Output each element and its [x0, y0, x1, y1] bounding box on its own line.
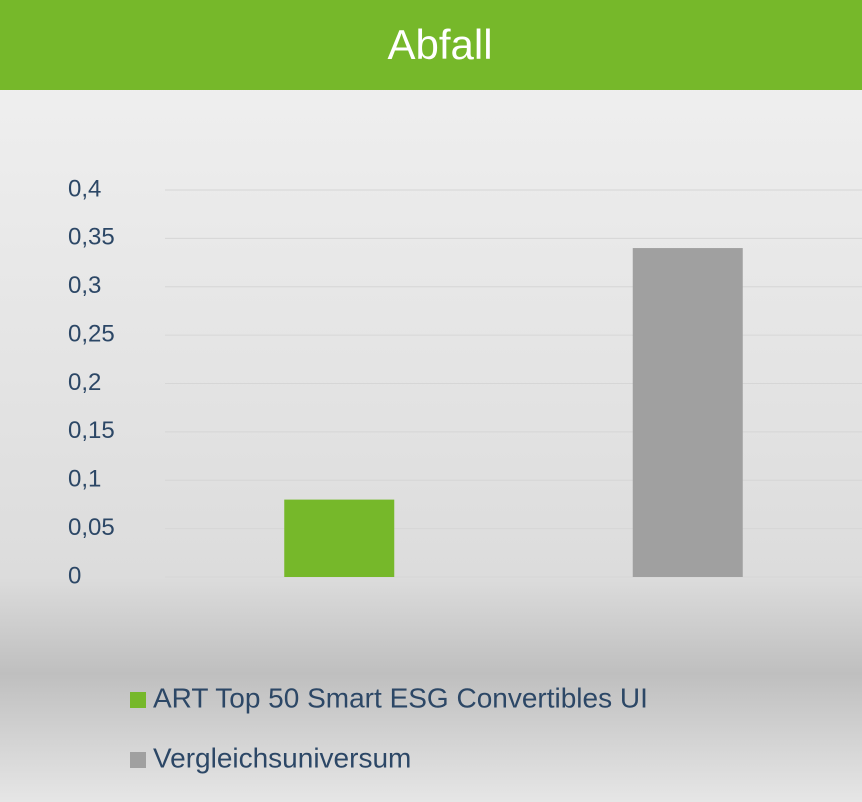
legend-label: Vergleichsuniversum [153, 742, 411, 773]
y-tick-label: 0,4 [68, 175, 101, 202]
bar [284, 499, 395, 577]
chart-title: Abfall [387, 21, 492, 68]
y-tick-label: 0,1 [68, 466, 101, 493]
title-bar [0, 0, 862, 90]
y-tick-label: 0,05 [68, 514, 115, 541]
legend-swatch [130, 752, 146, 768]
legend-label: ART Top 50 Smart ESG Convertibles UI [153, 682, 648, 713]
legend-swatch [130, 692, 146, 708]
y-tick-label: 0,3 [68, 272, 101, 299]
bar [632, 248, 743, 578]
y-tick-label: 0,25 [68, 320, 115, 347]
y-tick-label: 0,2 [68, 369, 101, 396]
y-tick-label: 0,15 [68, 417, 115, 444]
y-tick-label: 0 [68, 562, 81, 589]
y-tick-label: 0,35 [68, 224, 115, 251]
